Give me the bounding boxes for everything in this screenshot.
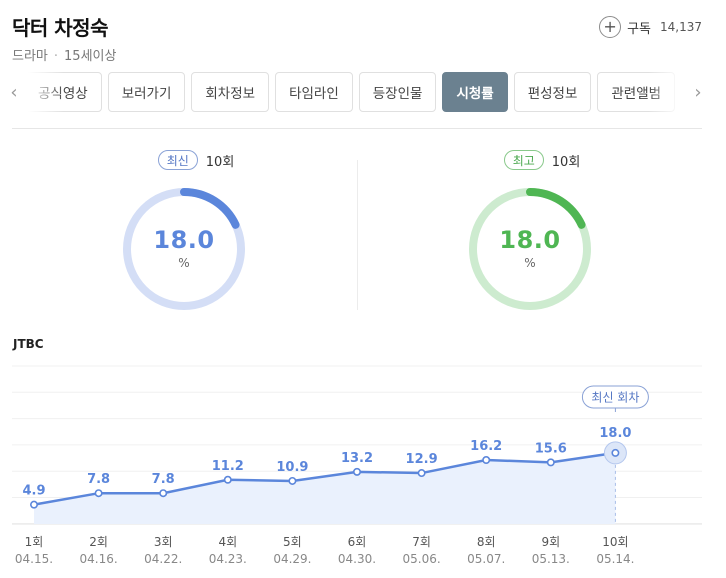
program-meta: 드라마 · 15세이상 bbox=[12, 45, 714, 64]
latest-rating-value: 18.0 bbox=[153, 226, 215, 254]
meta-separator: · bbox=[53, 49, 59, 64]
date-label-5: 04.29. bbox=[273, 552, 311, 566]
episode-label-2: 2회 bbox=[89, 535, 108, 549]
data-point-6 bbox=[352, 467, 361, 476]
tab-bar: ‹ 공식영상 보러가기 회차정보 타임라인 등장인물 시청률 편성정보 관련앨범 › bbox=[0, 72, 726, 114]
program-header: 닥터 차정숙 드라마 · 15세이상 + 구독 14,137 bbox=[12, 12, 714, 64]
best-ring-arc bbox=[469, 188, 591, 310]
data-label-2: 7.8 bbox=[87, 472, 110, 487]
latest-badge: 최신 bbox=[157, 150, 198, 170]
date-label-10: 05.14. bbox=[596, 552, 634, 566]
subscribe-button[interactable]: + 구독 14,137 bbox=[599, 16, 702, 38]
episode-label-4: 4회 bbox=[218, 535, 237, 549]
tab-0[interactable]: 공식영상 bbox=[24, 72, 102, 112]
latest-rating-card: 최신 10회 18.0 % bbox=[96, 150, 296, 320]
data-label-3: 7.8 bbox=[152, 472, 175, 487]
data-point-1 bbox=[29, 500, 38, 509]
data-label-6: 13.2 bbox=[341, 451, 373, 466]
date-label-7: 05.06. bbox=[403, 552, 441, 566]
episode-label-7: 7회 bbox=[412, 535, 431, 549]
latest-rating-ring bbox=[123, 188, 245, 310]
data-label-8: 16.2 bbox=[470, 439, 502, 454]
best-rating-card: 최고 10회 18.0 % bbox=[442, 150, 642, 320]
tab-list: 공식영상 보러가기 회차정보 타임라인 등장인물 시청률 편성정보 관련앨범 bbox=[24, 72, 688, 114]
program-age-rating: 15세이상 bbox=[64, 49, 117, 64]
tab-4[interactable]: 등장인물 bbox=[358, 72, 437, 112]
tab-1[interactable]: 보러가기 bbox=[107, 72, 186, 112]
best-rating-ring bbox=[469, 188, 591, 310]
best-rating-value: 18.0 bbox=[499, 226, 561, 254]
best-badge-row: 최고 10회 bbox=[442, 150, 642, 170]
date-label-6: 04.30. bbox=[338, 552, 376, 566]
data-point-10 bbox=[611, 448, 620, 457]
episode-label-9: 9회 bbox=[541, 535, 560, 549]
episode-label-3: 3회 bbox=[154, 535, 173, 549]
data-point-3 bbox=[159, 489, 168, 498]
data-label-10: 18.0 bbox=[599, 426, 631, 441]
date-label-8: 05.07. bbox=[467, 552, 505, 566]
episode-label-1: 1회 bbox=[25, 535, 44, 549]
episode-label-5: 5회 bbox=[283, 535, 302, 549]
chevron-left-icon[interactable]: ‹ bbox=[10, 81, 18, 103]
data-label-9: 15.6 bbox=[535, 441, 567, 456]
tab-2[interactable]: 회차정보 bbox=[191, 72, 270, 112]
subscriber-count: 14,137 bbox=[660, 20, 702, 34]
network-label: JTBC bbox=[13, 337, 44, 351]
best-rating-unit: % bbox=[524, 256, 536, 270]
date-label-3: 04.22. bbox=[144, 552, 182, 566]
date-label-4: 04.23. bbox=[209, 552, 247, 566]
episode-label-6: 6회 bbox=[348, 535, 367, 549]
tab-6[interactable]: 편성정보 bbox=[513, 72, 592, 112]
program-title: 닥터 차정숙 bbox=[12, 16, 108, 40]
chevron-right-icon[interactable]: › bbox=[694, 81, 702, 103]
data-point-7 bbox=[417, 469, 426, 478]
tab-7[interactable]: 관련앨범 bbox=[597, 72, 676, 112]
data-label-4: 11.2 bbox=[212, 459, 244, 474]
rating-area bbox=[34, 452, 616, 524]
plus-icon: + bbox=[599, 16, 622, 38]
best-episode: 10회 bbox=[551, 154, 581, 170]
rating-divider bbox=[357, 160, 358, 310]
rating-trend-chart: 4.9 1회 04.15. 7.8 2회 04.16. 7.8 3회 04.22. 11.2 4회 0… bbox=[12, 365, 702, 566]
latest-rating-unit: % bbox=[178, 256, 190, 270]
episode-label-8: 8회 bbox=[477, 535, 496, 549]
latest-ring-arc bbox=[123, 188, 245, 310]
program-genre: 드라마 bbox=[12, 49, 48, 64]
latest-episode-badge-text: 최신 회차 bbox=[591, 391, 639, 405]
date-label-9: 05.13. bbox=[532, 552, 570, 566]
latest-episode: 10회 bbox=[205, 154, 235, 170]
subscribe-label: 구독 bbox=[627, 21, 651, 37]
data-point-8 bbox=[482, 456, 491, 465]
latest-badge-row: 최신 10회 bbox=[96, 150, 296, 170]
section-divider bbox=[12, 128, 702, 129]
date-label-2: 04.16. bbox=[80, 552, 118, 566]
data-point-5 bbox=[288, 476, 297, 485]
data-label-1: 4.9 bbox=[22, 484, 45, 499]
tab-3[interactable]: 타임라인 bbox=[275, 72, 353, 112]
data-point-4 bbox=[223, 475, 232, 484]
date-label-1: 04.15. bbox=[15, 552, 53, 566]
tab-5[interactable]: 시청률 bbox=[442, 72, 508, 112]
rating-line bbox=[33, 451, 616, 506]
episode-label-10: 10회 bbox=[602, 535, 628, 549]
latest-rating-text: 18.0 % bbox=[121, 226, 247, 270]
data-point-2 bbox=[94, 489, 103, 498]
best-rating-text: 18.0 % bbox=[467, 226, 593, 270]
data-point-9 bbox=[546, 458, 555, 467]
best-badge: 최고 bbox=[503, 150, 544, 170]
data-label-5: 10.9 bbox=[276, 460, 308, 475]
data-label-7: 12.9 bbox=[406, 452, 438, 467]
